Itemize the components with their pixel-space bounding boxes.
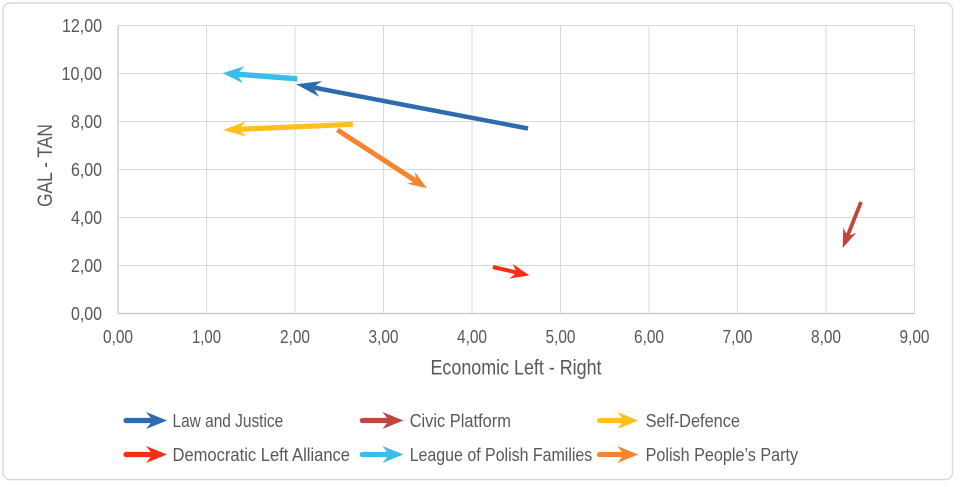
- svg-text:1,00: 1,00: [192, 327, 221, 347]
- svg-text:10,00: 10,00: [62, 64, 103, 84]
- svg-text:Polish People’s Party: Polish People’s Party: [646, 445, 799, 465]
- svg-text:8,00: 8,00: [71, 112, 102, 132]
- svg-text:Civic Platform: Civic Platform: [410, 411, 511, 431]
- svg-text:GAL - TAN: GAL - TAN: [33, 124, 57, 207]
- svg-text:0,00: 0,00: [71, 304, 102, 324]
- svg-text:12,00: 12,00: [62, 16, 102, 36]
- svg-text:4,00: 4,00: [457, 327, 487, 347]
- svg-text:7,00: 7,00: [723, 327, 753, 347]
- svg-text:6,00: 6,00: [71, 160, 102, 180]
- svg-text:9,00: 9,00: [900, 327, 930, 347]
- svg-text:8,00: 8,00: [811, 327, 841, 347]
- svg-text:6,00: 6,00: [634, 327, 664, 347]
- svg-text:Law and Justice: Law and Justice: [173, 411, 284, 431]
- svg-text:League of Polish Families: League of Polish Families: [410, 445, 593, 465]
- svg-text:Democratic Left Alliance: Democratic Left Alliance: [173, 445, 351, 465]
- svg-text:2,00: 2,00: [71, 256, 102, 276]
- svg-text:5,00: 5,00: [546, 327, 576, 347]
- svg-text:Self-Defence: Self-Defence: [646, 411, 740, 431]
- svg-text:Economic Left - Right: Economic Left - Right: [431, 355, 602, 379]
- svg-text:3,00: 3,00: [369, 327, 399, 347]
- svg-text:4,00: 4,00: [71, 208, 102, 228]
- svg-text:2,00: 2,00: [280, 327, 310, 347]
- svg-text:0,00: 0,00: [103, 327, 133, 347]
